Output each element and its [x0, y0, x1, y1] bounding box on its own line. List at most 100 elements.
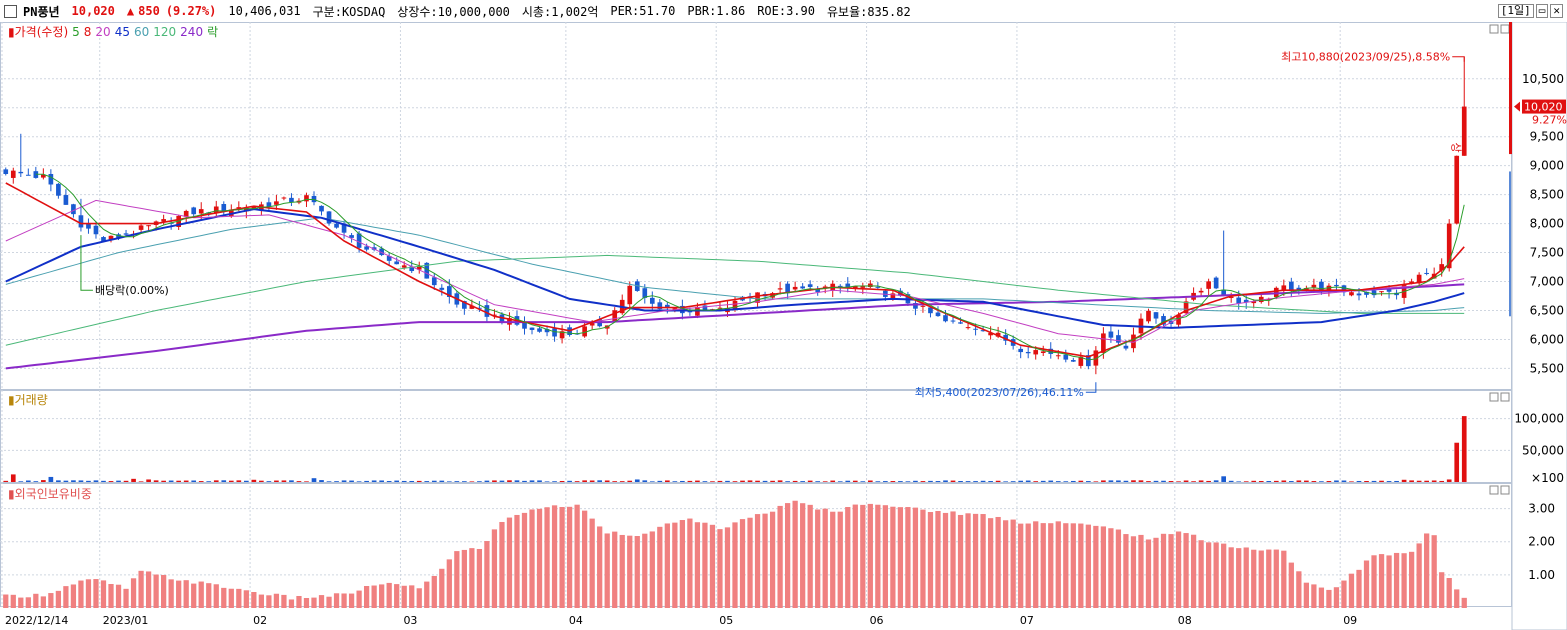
- foreign-bar: [1371, 555, 1377, 608]
- price-panel-restore-icon[interactable]: [1489, 24, 1499, 34]
- volume-panel-close-icon[interactable]: [1500, 392, 1510, 402]
- candle: [349, 235, 354, 238]
- foreign-bar: [762, 513, 768, 608]
- foreign-bar: [1251, 549, 1257, 608]
- candle: [777, 288, 783, 290]
- volume-bar: [1131, 480, 1136, 482]
- volume-bar: [1446, 479, 1452, 482]
- x-axis-label: 04: [569, 614, 583, 627]
- volume-bar: [251, 479, 257, 482]
- candle: [424, 262, 430, 279]
- candle: [1093, 350, 1099, 366]
- volume-bar: [589, 480, 595, 482]
- volume-bar: [364, 480, 369, 482]
- foreign-bar: [1183, 533, 1189, 608]
- volume-bar: [101, 480, 106, 482]
- foreign-panel-close-icon[interactable]: [1500, 485, 1510, 495]
- volume-bar: [146, 479, 151, 482]
- candle: [198, 209, 204, 214]
- foreign-bar: [1341, 580, 1347, 608]
- foreign-bar: [664, 523, 670, 608]
- volume-bar: [349, 480, 354, 482]
- legend-price: 가격(수정): [15, 25, 69, 39]
- candle: [702, 305, 708, 310]
- stock-chart: 10,50010,0009,5009,0008,5008,0007,5007,0…: [0, 22, 1567, 630]
- foreign-bar: [1085, 524, 1091, 608]
- foreign-bar: [792, 500, 798, 608]
- period-button[interactable]: [1일]: [1497, 4, 1534, 18]
- foreign-bar: [1108, 528, 1114, 608]
- foreign-bar: [1130, 536, 1137, 608]
- candle: [484, 305, 490, 317]
- legend-price-marker: ▮: [8, 25, 15, 39]
- candle: [101, 237, 106, 242]
- volume-bar: [56, 480, 61, 482]
- candle: [672, 308, 678, 310]
- volume-bar: [898, 481, 903, 482]
- volume-bar: [717, 480, 723, 482]
- volume-bar: [1439, 480, 1445, 482]
- volume-bar: [236, 480, 242, 482]
- x-axis-label: 05: [719, 614, 733, 627]
- volume-panel-restore-icon[interactable]: [1489, 392, 1499, 402]
- candle: [1003, 334, 1008, 341]
- foreign-bar: [311, 597, 317, 608]
- x-axis-label: 2023/01: [103, 614, 149, 627]
- foreign-bar: [454, 551, 460, 608]
- candle: [1243, 299, 1249, 303]
- price-axis-label: 10,500: [1522, 72, 1564, 86]
- close-icon[interactable]: ✕: [1550, 4, 1563, 18]
- dividend-marker-line: [80, 235, 93, 291]
- candle: [394, 261, 400, 265]
- listed-shares: 상장수:10,000,000: [397, 4, 510, 19]
- foreign-bar: [514, 514, 520, 608]
- candle: [845, 283, 851, 287]
- volume-bar: [544, 481, 550, 482]
- foreign-bar: [1236, 548, 1242, 608]
- candle: [665, 304, 670, 308]
- foreign-bar: [191, 583, 197, 608]
- price-panel-close-icon[interactable]: [1500, 24, 1510, 34]
- candle: [499, 314, 505, 323]
- volume-bar: [1236, 481, 1242, 482]
- volume-bar: [965, 481, 971, 482]
- foreign-bar: [815, 509, 821, 608]
- volume-bar: [1416, 480, 1422, 482]
- foreign-bar: [747, 517, 753, 608]
- candle: [274, 201, 279, 205]
- volume-bar: [1093, 481, 1099, 482]
- volume-bar: [1146, 481, 1151, 482]
- volume-bar: [905, 481, 911, 482]
- volume-bar: [191, 480, 197, 482]
- pbr: PBR:1.86: [687, 4, 746, 18]
- volume-bar: [1025, 480, 1031, 482]
- high-arrow-icon: [1452, 56, 1465, 62]
- volume-title: ▮거래량: [8, 393, 48, 407]
- candle: [522, 322, 527, 329]
- volume-bar: [665, 480, 670, 482]
- foreign-bar: [927, 512, 934, 608]
- foreign-bar: [1153, 537, 1159, 608]
- foreign-bar: [980, 514, 986, 608]
- volume-bar: [431, 480, 437, 482]
- foreign-bar: [769, 511, 776, 608]
- volume-bar: [860, 481, 866, 482]
- candle: [1078, 356, 1084, 366]
- foreign-panel-restore-icon[interactable]: [1489, 485, 1499, 495]
- restore-icon[interactable]: ▭: [1535, 4, 1549, 18]
- volume-bar: [1161, 480, 1166, 482]
- foreign-bar: [1190, 534, 1197, 608]
- volume-bar: [1379, 480, 1384, 482]
- volume-bar: [394, 480, 400, 482]
- ma20-line: [5, 199, 1465, 343]
- volume-bar: [582, 480, 587, 482]
- candle: [10, 170, 16, 178]
- volume-bar: [439, 480, 445, 482]
- header-checkbox[interactable]: [4, 4, 17, 18]
- candle: [1221, 289, 1226, 296]
- volume-bar: [446, 481, 452, 482]
- volume-bar: [221, 480, 227, 482]
- volume-bar: [469, 481, 475, 482]
- up-arrow-icon: ▲: [126, 4, 135, 18]
- x-axis-label: 08: [1178, 614, 1192, 627]
